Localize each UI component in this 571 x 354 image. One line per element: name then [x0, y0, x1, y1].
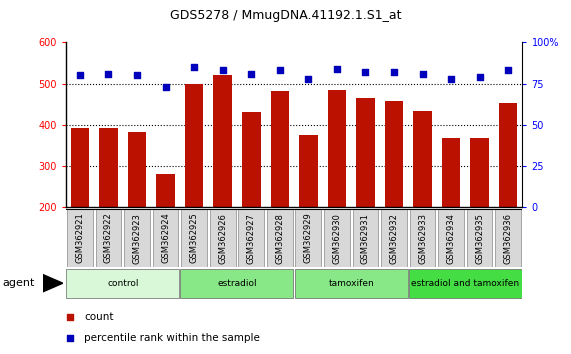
FancyBboxPatch shape [439, 209, 464, 267]
Text: GSM362922: GSM362922 [104, 213, 113, 263]
Point [218, 68, 227, 73]
FancyBboxPatch shape [381, 209, 407, 267]
Point [418, 71, 427, 76]
Text: GSM362924: GSM362924 [161, 213, 170, 263]
Bar [99, 128, 118, 207]
Text: GDS5278 / MmugDNA.41192.1.S1_at: GDS5278 / MmugDNA.41192.1.S1_at [170, 9, 401, 22]
Text: estradiol and tamoxifen: estradiol and tamoxifen [411, 279, 520, 288]
Text: GSM362935: GSM362935 [475, 213, 484, 263]
Bar [385, 101, 403, 207]
Text: GSM362927: GSM362927 [247, 213, 256, 263]
FancyBboxPatch shape [182, 209, 207, 267]
Text: tamoxifen: tamoxifen [328, 279, 374, 288]
FancyBboxPatch shape [410, 209, 436, 267]
Bar [413, 111, 432, 207]
Text: estradiol: estradiol [217, 279, 257, 288]
FancyBboxPatch shape [467, 209, 492, 267]
Point [304, 76, 313, 81]
Bar [128, 132, 146, 207]
FancyBboxPatch shape [239, 209, 264, 267]
Text: GSM362933: GSM362933 [418, 212, 427, 264]
Bar [214, 75, 232, 207]
Text: agent: agent [3, 278, 35, 288]
Bar [156, 174, 175, 207]
Bar [499, 103, 517, 207]
Bar [185, 84, 203, 207]
FancyBboxPatch shape [66, 269, 179, 297]
Text: GSM362932: GSM362932 [389, 213, 399, 263]
FancyBboxPatch shape [67, 209, 93, 267]
Text: GSM362936: GSM362936 [504, 212, 513, 264]
Point [331, 23, 340, 29]
Bar [71, 128, 89, 207]
Polygon shape [43, 275, 63, 292]
Point [161, 84, 170, 90]
Bar [242, 112, 260, 207]
FancyBboxPatch shape [210, 209, 236, 267]
Point [332, 66, 341, 72]
FancyBboxPatch shape [295, 269, 408, 297]
Text: GSM362930: GSM362930 [332, 213, 341, 263]
Text: GSM362934: GSM362934 [447, 213, 456, 263]
FancyBboxPatch shape [153, 209, 178, 267]
FancyBboxPatch shape [324, 209, 349, 267]
Point [504, 68, 513, 73]
Text: GSM362925: GSM362925 [190, 213, 199, 263]
Point [447, 76, 456, 81]
Text: percentile rank within the sample: percentile rank within the sample [84, 332, 260, 343]
Point [247, 71, 256, 76]
Point [331, 207, 340, 213]
Bar [299, 135, 317, 207]
FancyBboxPatch shape [96, 209, 122, 267]
Text: GSM362928: GSM362928 [275, 213, 284, 263]
Bar [328, 90, 346, 207]
FancyBboxPatch shape [296, 209, 321, 267]
FancyBboxPatch shape [124, 209, 150, 267]
Point [75, 73, 85, 78]
Point [389, 69, 399, 75]
Point [275, 68, 284, 73]
Text: GSM362923: GSM362923 [132, 213, 142, 263]
Point [190, 64, 199, 70]
Point [475, 74, 484, 80]
Bar [471, 138, 489, 207]
FancyBboxPatch shape [353, 209, 379, 267]
FancyBboxPatch shape [409, 269, 522, 297]
Text: GSM362926: GSM362926 [218, 213, 227, 263]
Point [132, 73, 142, 78]
Point [361, 69, 370, 75]
Text: GSM362921: GSM362921 [75, 213, 85, 263]
Text: GSM362931: GSM362931 [361, 213, 370, 263]
Text: count: count [84, 312, 114, 322]
FancyBboxPatch shape [180, 269, 293, 297]
Bar [356, 98, 375, 207]
Bar [271, 91, 289, 207]
Text: GSM362929: GSM362929 [304, 213, 313, 263]
FancyBboxPatch shape [267, 209, 293, 267]
Point [104, 71, 113, 76]
Bar [442, 138, 460, 207]
Text: control: control [107, 279, 139, 288]
FancyBboxPatch shape [496, 209, 521, 267]
